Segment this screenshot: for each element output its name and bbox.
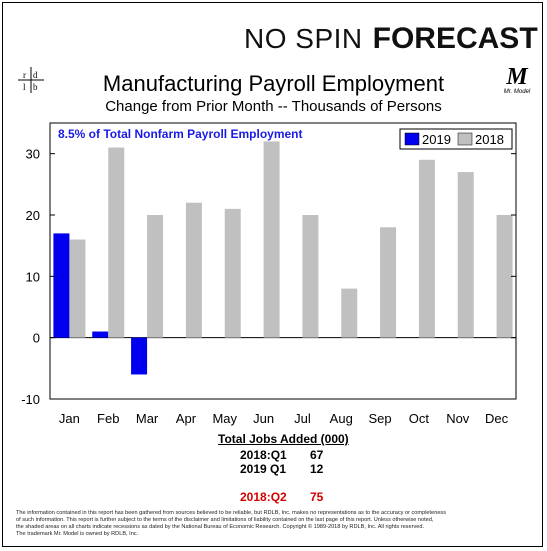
jobs-row-value: 75 bbox=[310, 490, 324, 504]
legend-swatch-2019 bbox=[404, 132, 420, 146]
bar-2018-nov bbox=[457, 172, 474, 338]
y-tick-label: 10 bbox=[26, 269, 40, 284]
disclaimer: The information contained in this report… bbox=[16, 510, 536, 538]
y-tick-label: 0 bbox=[33, 331, 40, 346]
chart-title: Manufacturing Payroll Employment bbox=[102, 71, 445, 96]
jobs-row-label: 2018:Q1 bbox=[240, 448, 287, 462]
bar-2018-jul bbox=[302, 215, 319, 338]
x-tick-label: Jul bbox=[294, 411, 311, 426]
mr-model-mark: M bbox=[506, 64, 528, 90]
jobs-header: Total Jobs Added (000) bbox=[218, 432, 349, 446]
disclaimer-line: the shaded areas on all charts indicate … bbox=[16, 524, 425, 530]
bar-2019-jan bbox=[53, 233, 70, 338]
legend-label-2019: 2019 bbox=[422, 132, 451, 147]
y-axis: -10 0 10 20 30 bbox=[21, 147, 516, 407]
brand-logo: NO SPIN FORECAST bbox=[244, 22, 538, 56]
bar-2019-feb bbox=[92, 331, 109, 338]
mr-model-caption: Mr. Model bbox=[503, 89, 531, 95]
bar-2019-mar bbox=[131, 337, 148, 375]
plot-area bbox=[49, 122, 517, 400]
x-tick-label: Mar bbox=[136, 411, 159, 426]
x-axis: Jan Feb Mar Apr May Jun Jul Aug Sep Oct Nov Dec bbox=[59, 411, 509, 426]
y-tick-label: -10 bbox=[21, 392, 40, 407]
x-tick-label: Dec bbox=[485, 411, 509, 426]
jobs-row-label: 2019 Q1 bbox=[240, 462, 287, 476]
x-tick-label: Aug bbox=[330, 411, 353, 426]
bar-2018-oct bbox=[418, 159, 435, 338]
x-tick-label: Nov bbox=[446, 411, 470, 426]
chart-subtitle: Change from Prior Month -- Thousands of … bbox=[105, 98, 442, 115]
annotation-text: 8.5% of Total Nonfarm Payroll Employment bbox=[58, 127, 303, 141]
jobs-row-value: 67 bbox=[310, 448, 324, 462]
bar-2018-jan bbox=[69, 239, 86, 338]
svg-text:l: l bbox=[23, 82, 26, 92]
brand-part-2: FORECAST bbox=[372, 22, 538, 55]
x-tick-label: Apr bbox=[176, 411, 197, 426]
legend-swatch-2018 bbox=[457, 132, 473, 146]
brand-part-1: NO SPIN bbox=[244, 23, 363, 54]
jobs-row-value: 12 bbox=[310, 462, 324, 476]
mr-model-logo: M Mr. Model bbox=[500, 65, 534, 97]
x-tick-label: Jan bbox=[59, 411, 80, 426]
disclaimer-line: The trademark Mr. Model is owned by RDLB… bbox=[16, 531, 139, 537]
x-tick-label: Sep bbox=[369, 411, 392, 426]
x-tick-label: Feb bbox=[97, 411, 119, 426]
bars-group bbox=[53, 141, 513, 375]
bar-2018-may bbox=[224, 208, 241, 338]
legend: 2019 2018 bbox=[399, 128, 513, 150]
bar-2018-mar bbox=[147, 215, 164, 338]
bar-2018-feb bbox=[108, 147, 125, 338]
svg-text:b: b bbox=[33, 82, 38, 92]
legend-box bbox=[399, 128, 513, 150]
disclaimer-line: The information contained in this report… bbox=[16, 510, 447, 516]
y-tick-label: 30 bbox=[26, 147, 40, 162]
bar-2018-apr bbox=[185, 202, 202, 338]
bar-2018-jun bbox=[263, 141, 280, 338]
x-tick-label: Oct bbox=[409, 411, 430, 426]
rdlb-logo: r d l b bbox=[18, 67, 44, 93]
disclaimer-line: of such information. This report is furt… bbox=[16, 517, 434, 523]
jobs-row: 2019 Q1 12 bbox=[240, 462, 340, 476]
svg-text:r: r bbox=[23, 70, 26, 80]
jobs-row-label: 2018:Q2 bbox=[240, 490, 287, 504]
bar-2018-dec bbox=[496, 215, 513, 338]
bar-2018-aug bbox=[341, 288, 358, 338]
svg-text:d: d bbox=[33, 70, 38, 80]
jobs-row: 2018:Q1 67 bbox=[240, 448, 340, 462]
bar-2018-sep bbox=[380, 227, 397, 338]
x-tick-label: May bbox=[212, 411, 237, 426]
y-tick-label: 20 bbox=[26, 208, 40, 223]
legend-label-2018: 2018 bbox=[475, 132, 504, 147]
x-tick-label: Jun bbox=[253, 411, 274, 426]
jobs-row: 2018:Q2 75 bbox=[240, 490, 340, 504]
page-frame bbox=[2, 2, 543, 547]
